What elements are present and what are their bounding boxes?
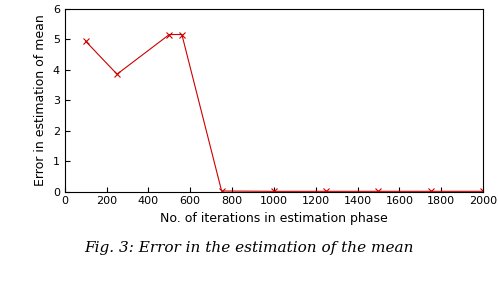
Text: Fig. 3: Error in the estimation of the mean: Fig. 3: Error in the estimation of the m…	[84, 241, 414, 255]
Y-axis label: Error in estimation of mean: Error in estimation of mean	[34, 14, 47, 186]
X-axis label: No. of iterations in estimation phase: No. of iterations in estimation phase	[160, 212, 388, 225]
